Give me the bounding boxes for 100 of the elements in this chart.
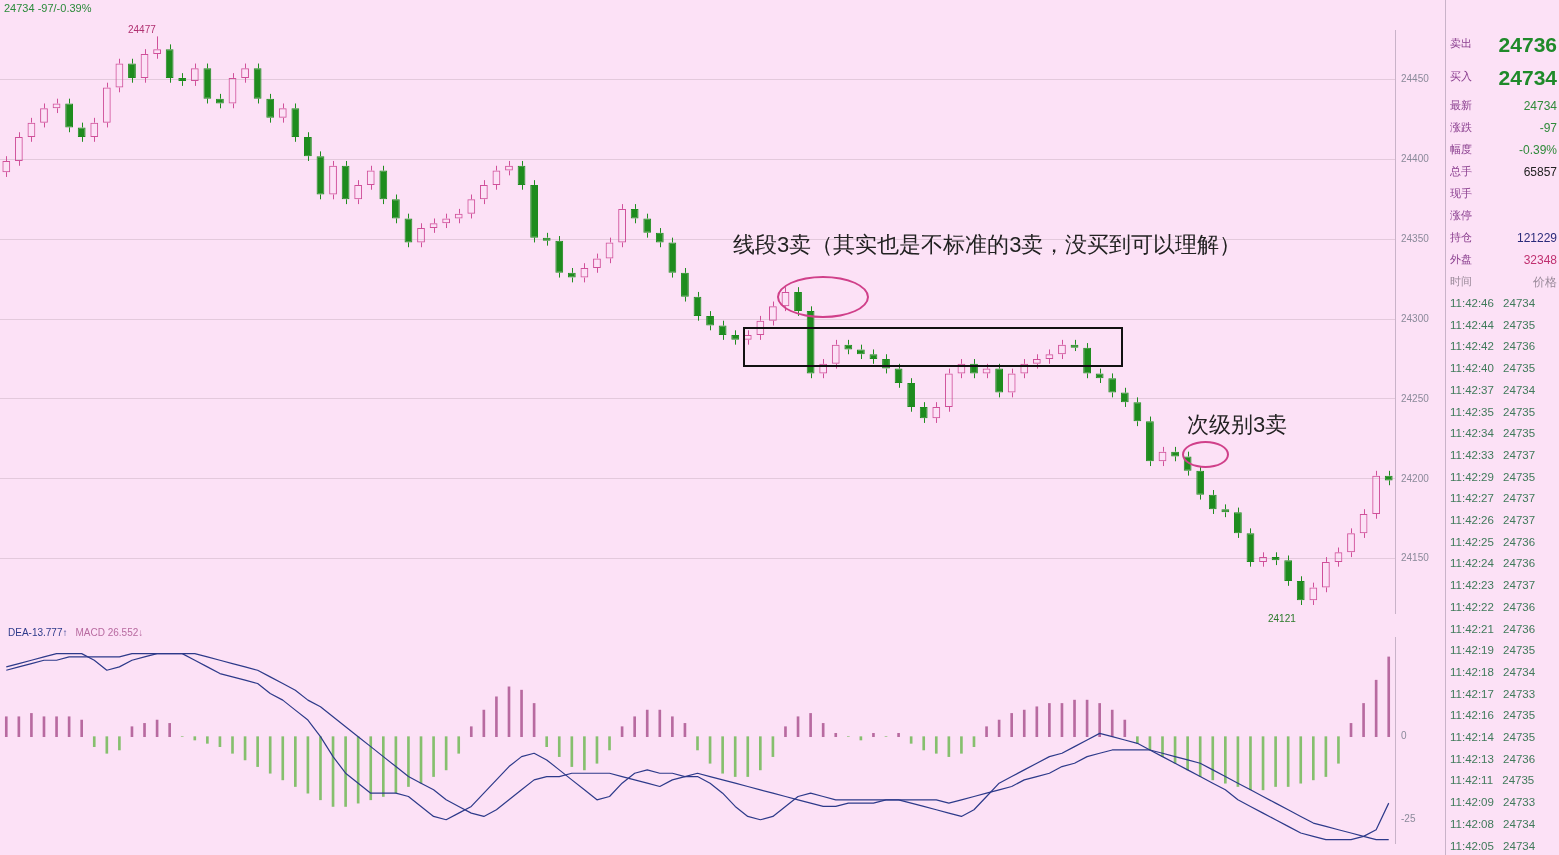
y-tick-label: -25 bbox=[1401, 813, 1416, 825]
bar bbox=[821, 723, 825, 738]
candlestick bbox=[1146, 416, 1154, 467]
candlestick bbox=[555, 235, 564, 279]
text: 11:42:11 24735 bbox=[1450, 774, 1535, 787]
bar bbox=[1362, 703, 1365, 738]
bar bbox=[872, 733, 875, 738]
text: 卖出 bbox=[1450, 37, 1472, 49]
y-tick-label: 24350 bbox=[1401, 232, 1430, 244]
bar bbox=[381, 736, 385, 797]
bar bbox=[1035, 706, 1039, 738]
bar bbox=[608, 736, 611, 751]
candlestick bbox=[291, 102, 300, 143]
bar bbox=[92, 736, 96, 747]
bar bbox=[733, 736, 737, 777]
bar bbox=[193, 736, 197, 741]
y-tick-label: 24400 bbox=[1401, 153, 1430, 165]
candlestick bbox=[1234, 507, 1242, 539]
text: 24736 bbox=[1498, 33, 1557, 56]
bar bbox=[570, 736, 574, 767]
text: 买入 bbox=[1450, 70, 1472, 82]
bar bbox=[1186, 736, 1189, 771]
bar bbox=[746, 736, 750, 777]
candlestick bbox=[869, 348, 878, 365]
text: 24121 bbox=[1268, 613, 1296, 624]
bar bbox=[344, 736, 347, 807]
bar bbox=[960, 736, 963, 754]
bar bbox=[268, 736, 272, 774]
text: 11:42:19 24735 bbox=[1450, 644, 1536, 657]
candlestick bbox=[718, 320, 727, 341]
bar bbox=[696, 736, 699, 751]
candlestick bbox=[919, 401, 928, 424]
annotation: 24477 bbox=[128, 24, 156, 35]
candlestick bbox=[1296, 575, 1305, 606]
bar bbox=[469, 726, 473, 738]
text: 24734 bbox=[1498, 66, 1557, 89]
text: 11:42:29 24735 bbox=[1450, 470, 1536, 484]
bar bbox=[1010, 713, 1014, 738]
text: 现手 bbox=[1450, 187, 1472, 199]
text: 11:42:14 24735 bbox=[1450, 731, 1536, 744]
text: 11:42:42 24736 bbox=[1450, 340, 1536, 353]
annotation: 次级别3卖 bbox=[1187, 412, 1288, 437]
bar bbox=[4, 716, 8, 738]
text: 价格 bbox=[1533, 275, 1557, 289]
bar bbox=[80, 719, 84, 738]
text: MACD 26.552↓ bbox=[75, 627, 144, 638]
candlestick bbox=[668, 237, 677, 279]
text: 11:42:21 24736 bbox=[1450, 622, 1536, 635]
text: 65857 bbox=[1523, 165, 1557, 179]
bar bbox=[118, 736, 121, 751]
text: 32348 bbox=[1523, 253, 1557, 267]
bar bbox=[105, 736, 109, 754]
candlestick bbox=[856, 344, 865, 360]
text: 最新 bbox=[1450, 99, 1472, 111]
bar bbox=[256, 736, 259, 767]
candlestick bbox=[77, 122, 86, 143]
bar bbox=[721, 736, 724, 774]
bar bbox=[55, 716, 58, 738]
bar bbox=[168, 723, 171, 738]
bar bbox=[784, 726, 787, 738]
bar bbox=[809, 713, 812, 738]
bar bbox=[407, 736, 410, 787]
text: 11:42:23 24737 bbox=[1450, 579, 1536, 592]
bar bbox=[985, 726, 988, 738]
bar bbox=[1048, 703, 1051, 738]
candlestick bbox=[128, 58, 136, 84]
text: 11:42:34 24735 bbox=[1450, 427, 1536, 440]
candlestick bbox=[379, 165, 388, 205]
text: 11:42:44 24735 bbox=[1450, 318, 1536, 332]
text: -97 bbox=[1539, 121, 1557, 135]
text: 涨跌 bbox=[1450, 121, 1472, 133]
candlestick bbox=[341, 160, 350, 205]
bar bbox=[1311, 736, 1315, 781]
bar bbox=[294, 736, 297, 787]
bar bbox=[1098, 703, 1101, 738]
bar bbox=[369, 736, 373, 801]
bar bbox=[834, 733, 838, 738]
candlestick bbox=[567, 267, 576, 283]
y-tick-label: 24200 bbox=[1401, 472, 1430, 484]
bar bbox=[1022, 709, 1026, 738]
series-label: DEA-13.777↑ bbox=[8, 627, 68, 638]
text: 11:42:40 24735 bbox=[1450, 362, 1536, 375]
text: 11:42:24 24736 bbox=[1450, 557, 1536, 570]
candlestick bbox=[1083, 342, 1091, 379]
bar bbox=[1224, 736, 1227, 784]
text: 总手 bbox=[1450, 165, 1472, 177]
text: -0.39% bbox=[1518, 143, 1557, 157]
text: 121229 bbox=[1516, 231, 1557, 245]
bar bbox=[671, 716, 674, 738]
y-tick-label: 24300 bbox=[1401, 312, 1430, 324]
candlestick bbox=[731, 329, 740, 346]
candlestick bbox=[643, 213, 652, 239]
bar bbox=[1073, 699, 1076, 738]
text: 11:42:46 24734 bbox=[1450, 297, 1536, 310]
bar bbox=[1211, 736, 1215, 781]
text: 24734 bbox=[1523, 99, 1557, 113]
bar bbox=[1110, 709, 1114, 738]
bar bbox=[545, 736, 549, 747]
text: 11:42:13 24736 bbox=[1450, 752, 1536, 766]
candlestick bbox=[630, 203, 639, 224]
